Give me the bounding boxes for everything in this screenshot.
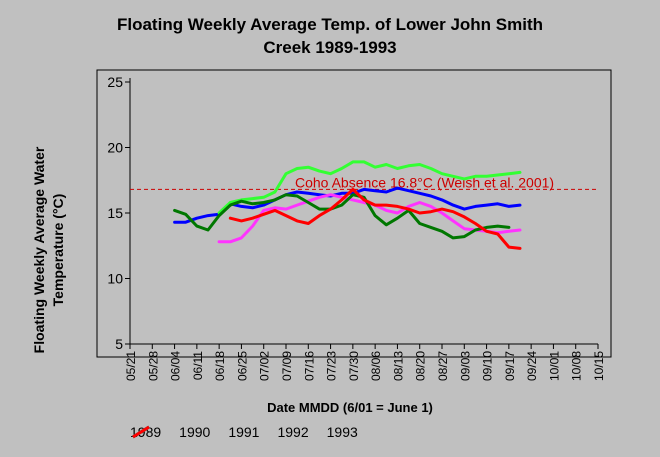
x-tick-label: 05/21 [124, 351, 138, 381]
x-tick-label: 06/04 [169, 351, 183, 381]
y-tick-label: 20 [107, 140, 123, 156]
series-line-1990 [217, 160, 522, 215]
legend-label: 1990 [179, 424, 211, 440]
x-tick-label: 09/10 [481, 351, 495, 381]
x-tick-label: 10/08 [570, 351, 584, 381]
x-tick-label: 06/25 [235, 351, 249, 381]
chart-title-line-2: Creek 1989-1993 [263, 38, 397, 57]
plot-frame [96, 69, 612, 358]
x-tick-label: 10/15 [592, 351, 606, 381]
x-tick-label: 10/01 [547, 351, 561, 381]
x-axis-label: Date MMDD (6/01 = June 1) [267, 400, 433, 415]
threshold-annotation: Coho Absence 16.8°C (Welsh et al. 2001) [295, 174, 554, 190]
x-tick-label: 07/02 [258, 351, 272, 381]
legend-item-1992: 1992 [132, 424, 309, 440]
legend-swatch-line [132, 425, 150, 439]
x-tick-label: 07/30 [347, 351, 361, 381]
x-tick-label: 08/06 [369, 351, 383, 381]
legend-item-1991: 1991 [132, 424, 260, 440]
x-tick-label: 09/24 [525, 351, 539, 381]
y-tick-label: 15 [107, 205, 123, 221]
x-tick-label: 08/13 [391, 351, 405, 381]
x-tick-label: 06/18 [213, 351, 227, 381]
y-tick-label: 25 [107, 74, 123, 90]
x-tick-label: 05/28 [146, 351, 160, 381]
y-tick-label: 10 [107, 271, 123, 287]
x-tick-label: 08/20 [414, 351, 428, 381]
x-tick-label: 09/03 [458, 351, 472, 381]
x-tick-label: 08/27 [436, 351, 450, 381]
legend-swatch-1993 [132, 425, 150, 439]
x-tick-label: 07/16 [302, 351, 316, 381]
x-tick-label: 07/09 [280, 351, 294, 381]
legend-label: 1992 [277, 424, 309, 440]
x-tick-label: 07/23 [325, 351, 339, 381]
series-line-1993 [228, 187, 522, 250]
legend-item-1990: 1990 [132, 424, 211, 440]
y-tick-label: 5 [115, 336, 123, 352]
legend-label: 1989 [130, 424, 162, 440]
legend-label: 1991 [228, 424, 260, 440]
x-tick-label: 06/11 [191, 351, 205, 380]
chart-title-line-1: Floating Weekly Average Temp. of Lower J… [116, 15, 543, 34]
legend-item-1993: 1993 [132, 424, 358, 440]
series-line-1992 [173, 193, 511, 240]
x-tick-label: 09/17 [503, 351, 517, 381]
legend: 1989 1990 1991 1992 1993 [130, 424, 376, 440]
legend-label: 1993 [326, 424, 358, 440]
